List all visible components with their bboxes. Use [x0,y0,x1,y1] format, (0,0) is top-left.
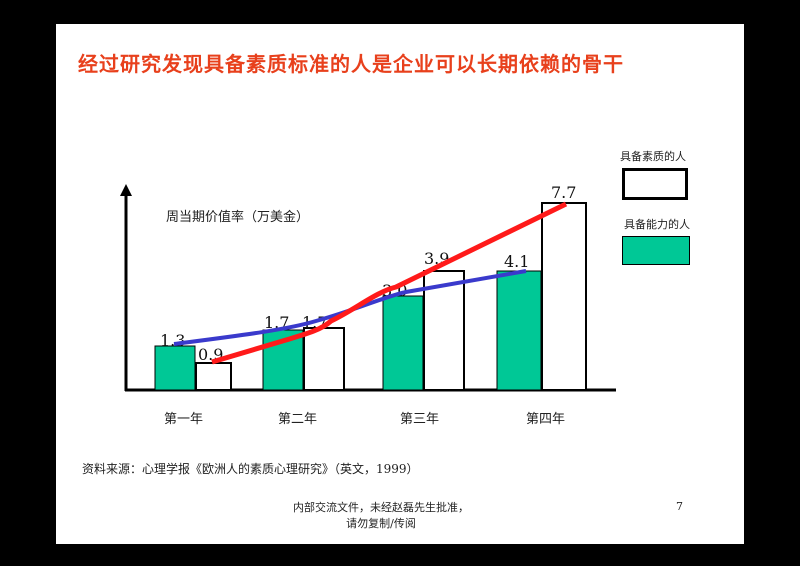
bar-ability-year1 [154,345,196,391]
quality-trend-line [211,201,568,365]
value-label: 4.1 [504,252,529,271]
bar-quality-year2 [303,327,345,391]
bar-ability-year4 [496,270,542,391]
ability-trend-line [173,269,527,346]
x-tick-year4: 第四年 [526,412,566,427]
bar-ability-year3 [382,295,424,391]
footer-notice: 内部交流文件，未经赵磊先生批准， 请勿复制/传阅 [256,500,506,532]
bar-chart: 1.3 0.9 1.7 1.7 3.0 3.9 4.1 7.7 [120,183,616,392]
x-tick-year3: 第三年 [400,412,440,427]
slide: 经过研究发现具备素质标准的人是企业可以长期依赖的骨干 1.3 0.9 1.7 1… [56,24,744,544]
footer-line2: 请勿复制/传阅 [346,517,416,530]
x-tick-year1: 第一年 [164,412,204,427]
legend-label-quality: 具备素质的人 [620,150,686,163]
slide-title: 经过研究发现具备素质标准的人是企业可以长期依赖的骨干 [78,52,624,76]
value-label: 7.7 [551,183,576,202]
legend-swatch-ability [622,236,690,265]
y-axis-arrow-icon [120,184,132,196]
value-label: 1.3 [160,331,185,350]
y-axis-label: 周当期价值率（万美金） [166,210,310,225]
bar-quality-year4 [541,202,587,391]
bar-quality-year3 [423,270,465,391]
footer-line1: 内部交流文件，未经赵磊先生批准， [293,501,469,514]
legend-label-ability: 具备能力的人 [624,218,690,231]
page-number: 7 [676,500,683,513]
source-citation: 资料来源：心理学报《欧洲人的素质心理研究》（英文，1999） [82,462,419,476]
legend-swatch-quality [622,168,688,200]
bar-quality-year1 [195,362,232,391]
x-tick-year2: 第二年 [278,412,318,427]
